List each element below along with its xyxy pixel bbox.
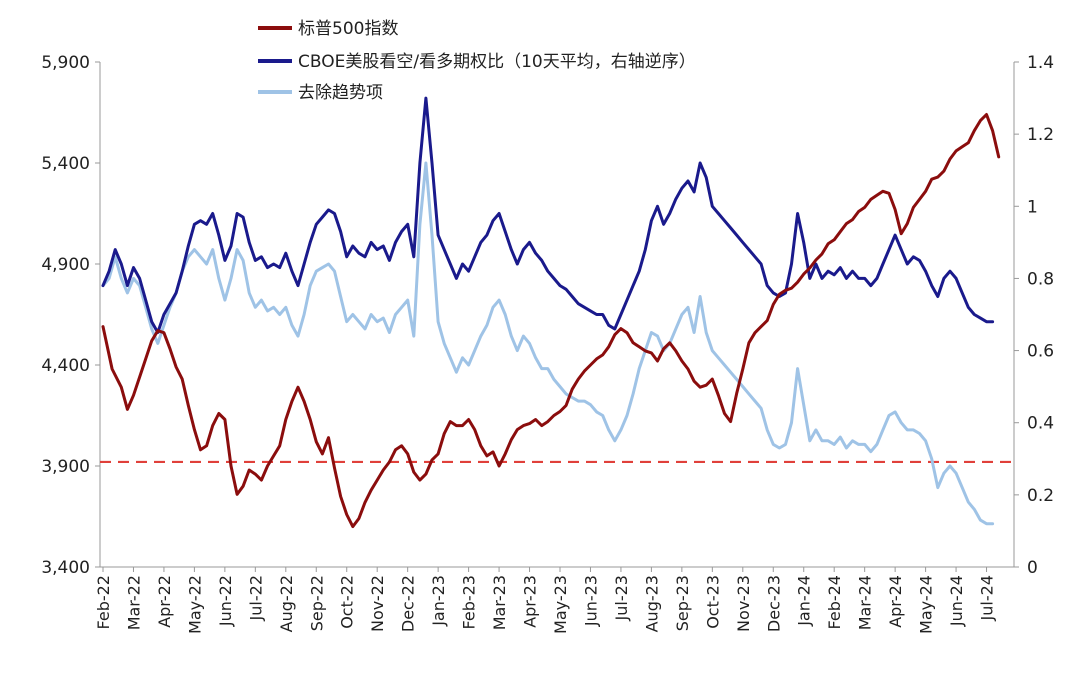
right-tick-label: 0.4 <box>1027 414 1054 434</box>
x-tick-label: Apr-24 <box>886 575 905 628</box>
sp500-line <box>101 113 1001 529</box>
x-tick-label: Oct-23 <box>703 575 722 629</box>
x-tick-label: Jan-23 <box>429 575 448 627</box>
left-tick-label: 3,900 <box>41 457 90 477</box>
axes <box>99 62 1015 568</box>
x-tick-label: Dec-23 <box>764 575 783 632</box>
x-tick-label: May-24 <box>917 575 936 634</box>
left-tick-label: 5,400 <box>41 154 90 174</box>
right-tick-label: 0.8 <box>1027 269 1054 289</box>
right-tick-label: 1 <box>1027 197 1038 217</box>
x-tick-label: Jun-22 <box>216 575 235 627</box>
left-tick-label: 4,900 <box>41 255 90 275</box>
right-tick-label: 1.4 <box>1027 53 1054 73</box>
x-tick-label: May-22 <box>185 575 204 634</box>
x-tick-label: Mar-23 <box>490 575 509 630</box>
x-tick-label: Mar-22 <box>124 575 143 630</box>
x-tick-label: Aug-23 <box>642 575 661 632</box>
left-tick-label: 5,900 <box>41 53 90 73</box>
x-tick-label: Apr-23 <box>521 575 540 628</box>
right-tick-label: 0 <box>1027 558 1038 578</box>
legend-label-detrended: 去除趋势项 <box>298 83 383 103</box>
legend-label-sp500: 标普500指数 <box>298 19 398 39</box>
right-tick-label: 0.6 <box>1027 342 1054 362</box>
detrended-line <box>101 161 995 526</box>
x-tick-label: May-23 <box>551 575 570 634</box>
x-tick-label: Jul-23 <box>612 575 631 621</box>
x-tick-label: Jul-22 <box>246 575 265 621</box>
right-tick-label: 1.2 <box>1027 125 1054 145</box>
x-tick-label: Apr-22 <box>155 575 174 628</box>
x-tick-label: Feb-22 <box>94 575 113 629</box>
x-tick-label: Oct-22 <box>338 575 357 629</box>
legend: 标普500指数 CBOE美股看空/看多期权比（10天平均，右轴逆序） 去除趋势项 <box>258 19 696 103</box>
x-tick-label: Feb-24 <box>825 575 844 629</box>
left-tick-label: 3,400 <box>41 558 90 578</box>
x-tick-label: Jun-24 <box>947 575 966 627</box>
series-lines <box>100 96 1014 529</box>
x-tick-label: Feb-23 <box>460 575 479 629</box>
x-tick-label: Aug-22 <box>277 575 296 632</box>
x-tick-label: Jan-24 <box>795 575 814 627</box>
put-call-ratio-line <box>101 96 995 334</box>
x-tick-label: Jun-23 <box>581 575 600 627</box>
x-tick-label: Nov-22 <box>368 575 387 632</box>
axis-ticks: 3,400 3,900 4,400 4,900 5,400 5,900 0 0.2 0.4 0.6… <box>41 53 1054 634</box>
x-tick-label: Nov-23 <box>734 575 753 632</box>
x-tick-label: Sep-23 <box>673 575 692 631</box>
legend-label-cboe: CBOE美股看空/看多期权比（10天平均，右轴逆序） <box>298 52 696 72</box>
x-tick-label: Dec-22 <box>399 575 418 632</box>
right-tick-label: 0.2 <box>1027 486 1054 506</box>
x-tick-label: Sep-22 <box>307 575 326 631</box>
left-tick-label: 4,400 <box>41 356 90 376</box>
x-tick-label: Mar-24 <box>856 575 875 630</box>
x-tick-label: Jul-24 <box>978 575 997 621</box>
